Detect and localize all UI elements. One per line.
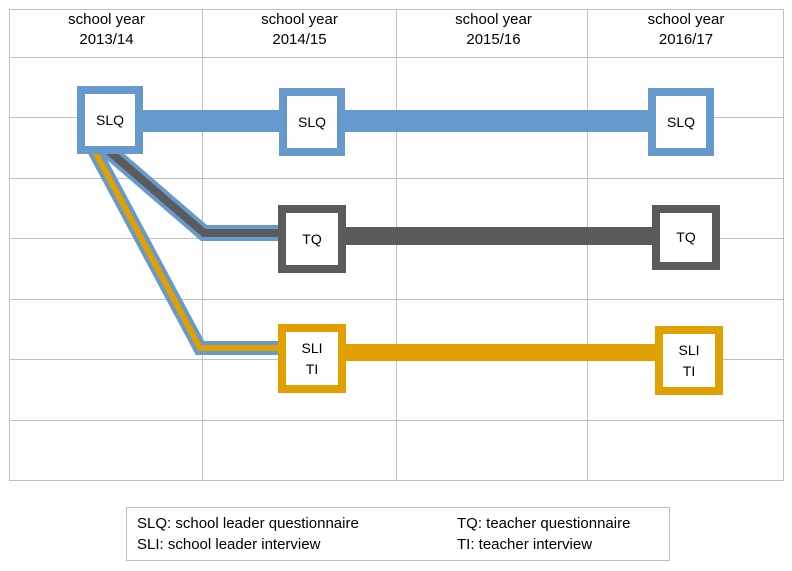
- header-line-2: 2015/16: [466, 31, 521, 48]
- node-tq-2016-17: TQ: [652, 205, 720, 270]
- connectors: [86, 110, 660, 361]
- node-label: SLQ: [666, 113, 695, 130]
- sli-ti-band: [340, 344, 660, 361]
- slq-band: [140, 110, 660, 132]
- node-label: SLQ: [297, 113, 326, 130]
- header-line-1: school year: [261, 11, 338, 28]
- node-label: TQ: [676, 229, 696, 245]
- header-line-1: school year: [455, 11, 532, 28]
- node-label: SLQ: [95, 111, 124, 128]
- node-slq-2016-17: SLQ: [648, 88, 714, 156]
- node-label-line-2: TI: [305, 360, 319, 377]
- node-slq-2013-14: SLQ: [77, 86, 143, 154]
- legend-tq: TQ: teacher questionnaire: [457, 515, 631, 532]
- header-line-1: school year: [647, 11, 725, 28]
- slq-to-sli-core: [90, 146, 283, 351]
- node-label: TQ: [302, 230, 322, 247]
- header-line-2: 2013/14: [79, 31, 134, 48]
- legend-sli: SLI: school leader interview: [137, 536, 321, 553]
- column-header-2015-16: school year 2015/16: [397, 10, 590, 50]
- header-line-2: 2016/17: [658, 31, 714, 48]
- legend-ti: TI: teacher interview: [457, 536, 593, 553]
- legend-slq: SLQ: school leader questionnaire: [137, 515, 359, 532]
- legend: SLQ: school leader questionnaire TQ: tea…: [126, 507, 670, 561]
- node-sli-ti-2014-15: SLI TI: [278, 324, 346, 393]
- node-slq-2014-15: SLQ: [279, 88, 345, 156]
- node-label-line-1: SLI: [301, 339, 323, 356]
- slq-to-tq-core: [100, 142, 283, 237]
- column-header-2016-17: school year 2016/17: [588, 10, 784, 50]
- node-sli-ti-2016-17: SLI TI: [655, 326, 723, 395]
- header-line-1: school year: [68, 11, 145, 28]
- column-header-2013-14: school year 2013/14: [10, 10, 203, 50]
- node-label-line-2: TI: [682, 362, 696, 379]
- column-header-2014-15: school year 2014/15: [203, 10, 396, 50]
- node-tq-2014-15: TQ: [278, 205, 346, 273]
- node-label-line-1: SLI: [678, 341, 700, 358]
- tq-band: [340, 227, 658, 245]
- header-line-2: 2014/15: [272, 31, 327, 48]
